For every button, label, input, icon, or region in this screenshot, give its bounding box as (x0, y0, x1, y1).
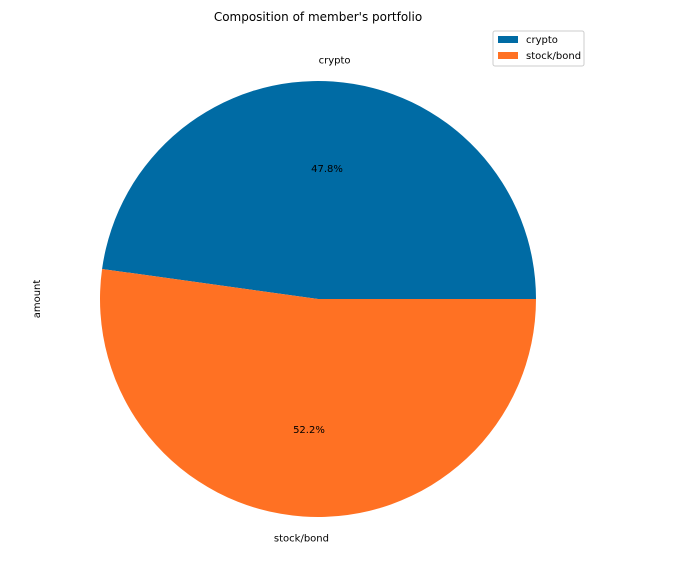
legend: crypto stock/bond (492, 30, 585, 67)
legend-label-stock-bond: stock/bond (526, 51, 581, 62)
legend-swatch-crypto (498, 36, 518, 43)
pie-slice-crypto (102, 81, 536, 299)
pie-labels: crypto 47.8% stock/bond 52.2% (274, 55, 351, 544)
pie-slices (99, 81, 536, 518)
category-label-stock-bond: stock/bond (274, 534, 329, 545)
chart-title: Composition of member's portfolio (214, 10, 422, 24)
legend-label-crypto: crypto (526, 35, 558, 46)
category-label-crypto: crypto (319, 55, 351, 66)
percent-label-crypto: 47.8% (311, 164, 343, 175)
y-axis-label: amount (32, 280, 43, 319)
percent-label-stock-bond: 52.2% (293, 425, 325, 436)
pie-slice-stock-bond (99, 268, 536, 518)
legend-swatch-stock-bond (498, 52, 518, 59)
